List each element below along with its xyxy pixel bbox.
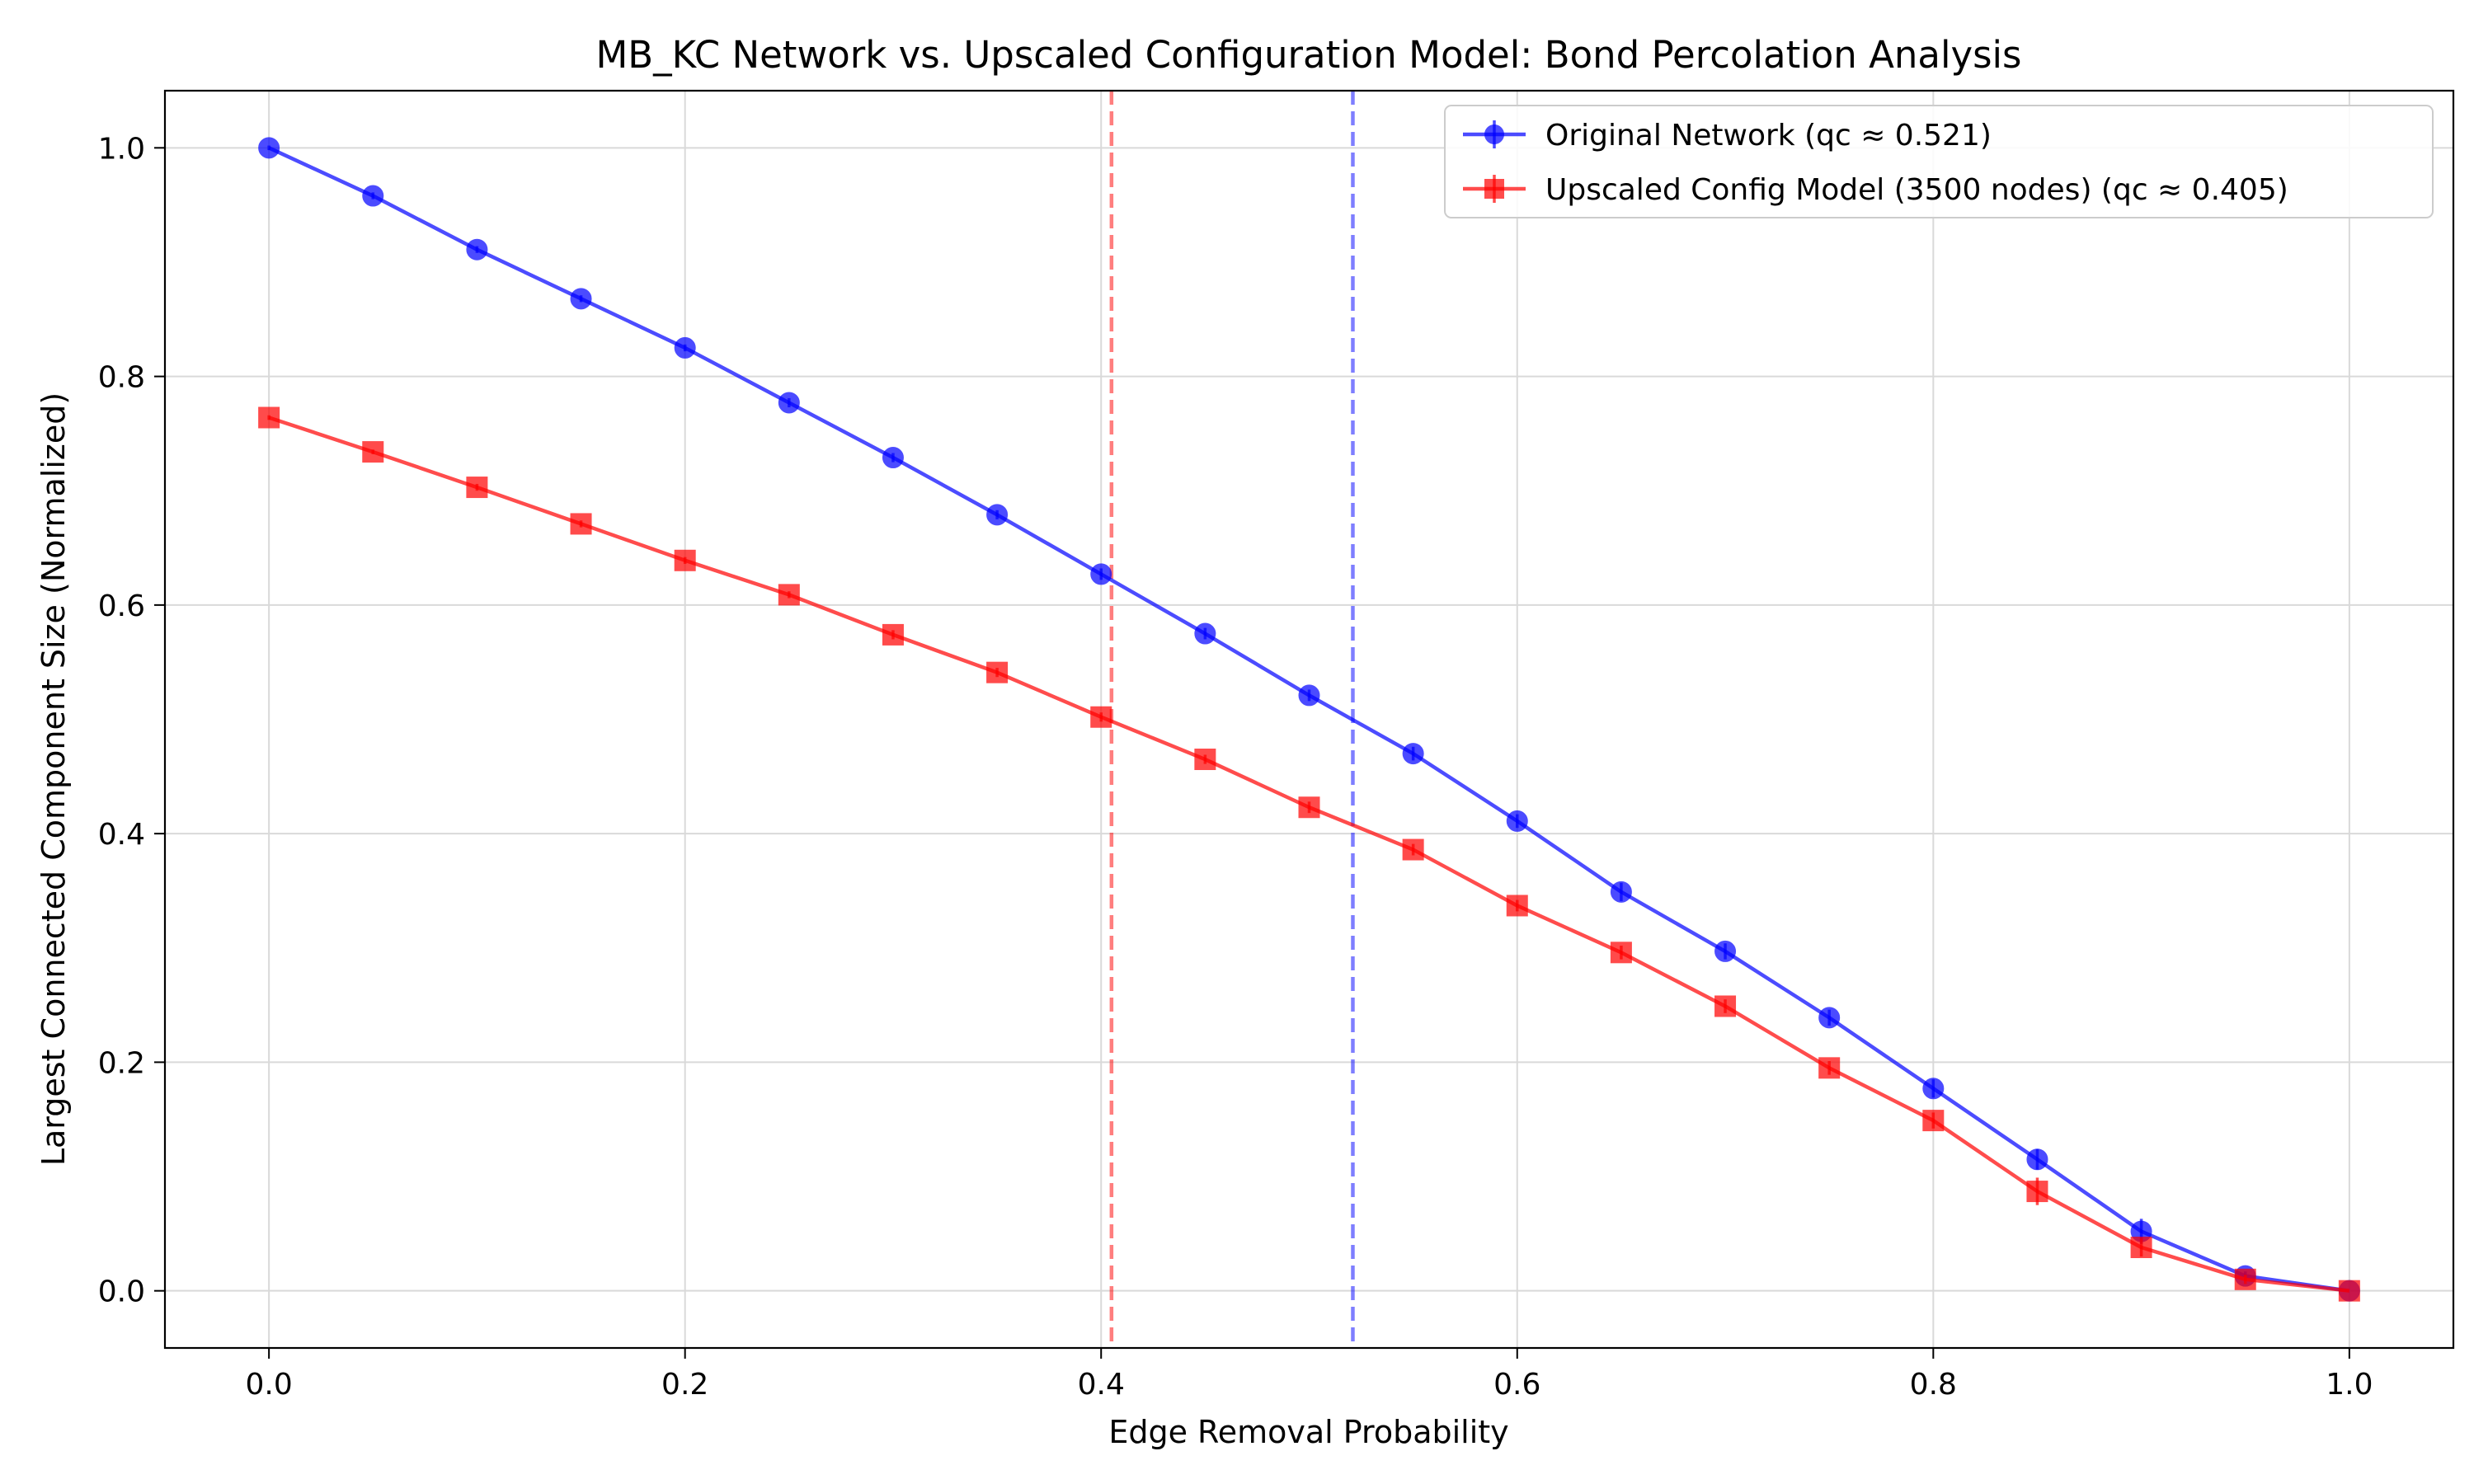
series-1-point-14 [1714,995,1737,1017]
x-tick-label-1: 0.2 [661,1368,708,1402]
legend: Original Network (qc ≈ 0.521) Upscaled Co… [1444,105,2434,218]
series-0-point-14 [1714,940,1737,962]
legend-marker-0 [1484,124,1504,144]
y-tick-label-0: 0.0 [98,1275,145,1309]
series-1-point-3 [570,513,592,535]
x-axis-label: Edge Removal Probability [1108,1414,1508,1450]
series-0-point-13 [1610,881,1632,903]
y-tick-label-2: 0.4 [98,818,145,852]
y-tick-label-3: 0.6 [98,589,145,623]
plot-frame [163,89,2455,1350]
series-1-point-5 [778,584,800,606]
legend-label-1: Upscaled Config Model (3500 nodes) (qc ≈… [1545,173,2288,207]
series-0-point-1 [362,185,384,207]
series-0-point-3 [570,288,592,310]
x-tick-label-5: 1.0 [2326,1368,2373,1402]
legend-label-0: Original Network (qc ≈ 0.521) [1545,119,1992,153]
series-1-point-0 [258,406,280,429]
series-0-point-9 [1194,622,1216,645]
series-0-point-6 [882,447,904,469]
series-0-point-0 [258,137,280,159]
series-0-point-8 [1090,563,1112,585]
series-0-line [268,146,2350,1293]
grid [165,91,2453,1348]
series-1-point-10 [1298,796,1320,819]
legend-box [1444,105,2434,218]
series-1-point-2 [466,477,488,499]
series-0-point-5 [778,392,800,414]
series-1-point-15 [1818,1057,1841,1079]
series-0-point-4 [674,336,696,359]
series-0-point-2 [466,238,488,261]
series-1-point-19 [2234,1268,2256,1290]
series-0 [258,137,2360,1302]
series-0-point-16 [1922,1078,1945,1100]
series-1-point-4 [674,549,696,571]
x-tick-label-2: 0.4 [1078,1368,1125,1402]
series-1-point-7 [986,661,1009,683]
series-1-point-1 [362,441,384,463]
series-0-point-7 [986,504,1009,526]
critical-threshold-lines [1109,91,1355,1348]
series-0-point-10 [1298,684,1320,707]
x-tick-label-3: 0.6 [1493,1368,1540,1402]
y-tick-label-4: 0.8 [98,361,145,395]
x-tick-label-4: 0.8 [1910,1368,1957,1402]
series-0-point-12 [1506,810,1528,832]
series-1-point-8 [1090,706,1112,728]
axis-ticks: 0.0 0.2 0.4 0.6 0.8 1.0 0.0 0.2 0.4 0.6 0.8 1.0 [98,132,2373,1402]
y-tick-label-1: 0.2 [98,1046,145,1080]
y-axis-label: Largest Connected Component Size (Normal… [35,392,72,1166]
legend-marker-1 [1484,179,1504,199]
series-1-point-9 [1194,749,1216,771]
series-1-point-12 [1506,895,1528,917]
series-0-point-15 [1818,1007,1841,1029]
chart-title: MB_KC Network vs. Upscaled Configuration… [595,33,2021,77]
series-1-point-17 [2026,1181,2048,1203]
series-1-point-11 [1402,838,1424,861]
series-1-point-20 [2338,1280,2360,1302]
series-1-point-18 [2130,1237,2152,1258]
series-1-point-6 [882,623,904,646]
series-0-point-11 [1402,743,1424,765]
series-layer [258,137,2360,1302]
y-tick-label-5: 1.0 [98,132,145,166]
series-1-point-16 [1922,1110,1945,1132]
x-tick-label-0: 0.0 [246,1368,293,1402]
series-0-point-17 [2026,1148,2048,1171]
series-1-point-13 [1610,942,1632,964]
series-1 [258,406,2360,1302]
